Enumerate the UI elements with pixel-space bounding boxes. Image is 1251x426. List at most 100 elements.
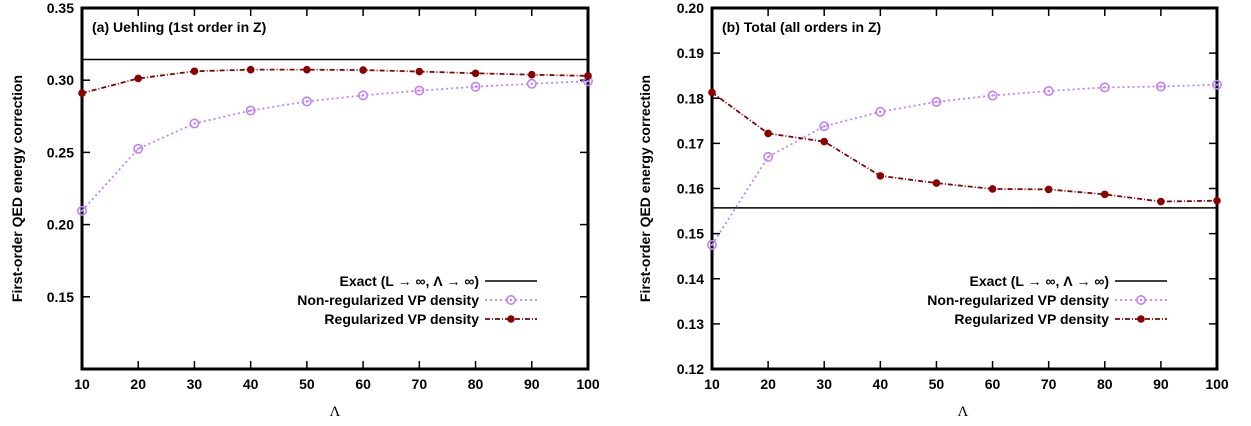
x-tick-label: 100 bbox=[1205, 376, 1229, 392]
x-tick-label: 40 bbox=[873, 376, 889, 392]
y-tick-label: 0.15 bbox=[677, 226, 704, 242]
nonregularized-point-center bbox=[1215, 83, 1219, 86]
x-tick-label: 70 bbox=[412, 376, 428, 392]
y-tick-label: 0.16 bbox=[677, 181, 704, 197]
panel-title: (b) Total (all orders in Z) bbox=[722, 19, 881, 35]
nonregularized-point-center bbox=[1103, 86, 1106, 89]
x-tick-label: 80 bbox=[468, 376, 484, 392]
legend-label-nonregularized: Non-regularized VP density bbox=[927, 292, 1109, 308]
nonregularized-point bbox=[763, 151, 774, 162]
nonregularized-point bbox=[245, 105, 256, 116]
nonregularized-point-center bbox=[935, 100, 938, 104]
nonregularized-point bbox=[1099, 82, 1110, 93]
nonregularized-point-center bbox=[193, 122, 196, 125]
regularized-point bbox=[584, 72, 592, 80]
nonregularized-point bbox=[77, 205, 88, 216]
y-tick-label: 0.20 bbox=[677, 0, 704, 16]
legend-label-exact: Exact (L → ∞, Λ → ∞) bbox=[339, 273, 479, 289]
regularized-point bbox=[303, 65, 311, 74]
regularized-series-line bbox=[711, 91, 1218, 203]
nonregularized-point bbox=[931, 96, 942, 107]
regularized-point bbox=[471, 69, 480, 78]
regularized-point bbox=[246, 65, 255, 74]
nonregularized-point bbox=[1155, 81, 1166, 92]
regularized-point bbox=[1157, 197, 1165, 206]
panel-title: (a) Uehling (1st order in Z) bbox=[92, 19, 266, 35]
x-tick-label: 60 bbox=[985, 376, 1001, 392]
y-tick-label: 0.18 bbox=[677, 90, 704, 106]
nonregularized-point-center bbox=[530, 82, 533, 86]
x-tick-label: 100 bbox=[576, 376, 600, 392]
legend-label-regularized: Regularized VP density bbox=[324, 311, 479, 327]
legend-label-exact: Exact (L → ∞, Λ → ∞) bbox=[969, 273, 1109, 289]
x-tick-label: 50 bbox=[929, 376, 945, 392]
legend-marker-regularized bbox=[507, 315, 515, 323]
nonregularized-point-center bbox=[137, 147, 140, 150]
nonregularized-point-center bbox=[586, 80, 590, 83]
nonregularized-point bbox=[875, 106, 886, 117]
regularized-point bbox=[134, 74, 143, 83]
nonregularized-point-center bbox=[80, 209, 84, 213]
nonregularized-point-center bbox=[991, 94, 994, 97]
nonregularized-point bbox=[1212, 79, 1223, 90]
regularized-point bbox=[932, 179, 941, 187]
nonregularized-point-center bbox=[766, 155, 770, 159]
x-tick-label: 50 bbox=[299, 376, 315, 392]
y-tick-label: 0.35 bbox=[47, 0, 74, 16]
regularized-point bbox=[527, 70, 536, 79]
nonregularized-point-center bbox=[474, 85, 477, 88]
regularized-point bbox=[190, 67, 199, 76]
regularized-point bbox=[78, 89, 86, 97]
regularized-point bbox=[876, 172, 885, 180]
x-tick-label: 90 bbox=[524, 376, 540, 392]
y-tick-label: 0.17 bbox=[677, 135, 704, 151]
nonregularized-point bbox=[414, 85, 425, 96]
nonregularized-point bbox=[526, 78, 537, 89]
x-tick-label: 90 bbox=[1153, 376, 1169, 392]
nonregularized-point-center bbox=[249, 109, 252, 112]
x-axis-title: Λ bbox=[958, 404, 969, 420]
legend-marker-nonregularized-center bbox=[1139, 298, 1143, 302]
nonregularized-point bbox=[133, 143, 144, 154]
x-tick-label: 70 bbox=[1041, 376, 1057, 392]
regularized-point bbox=[708, 88, 716, 97]
x-tick-label: 30 bbox=[816, 376, 832, 392]
chart-panel-a: 0.15 0.20 0.25 0.30 0.35 10 20 30 40 50 60 70 80 90 10… bbox=[9, 0, 600, 420]
x-tick-label: 30 bbox=[187, 376, 203, 392]
nonregularized-point bbox=[189, 118, 200, 129]
nonregularized-point bbox=[819, 121, 830, 132]
nonregularized-point-center bbox=[418, 89, 421, 92]
nonregularized-point-center bbox=[305, 100, 309, 103]
x-tick-label: 10 bbox=[74, 376, 90, 392]
regularized-series-line bbox=[81, 68, 589, 95]
regularized-point bbox=[359, 66, 367, 74]
regularized-point bbox=[988, 185, 997, 193]
regularized-point bbox=[415, 67, 424, 76]
regularized-point bbox=[820, 137, 829, 146]
nonregularized-point-center bbox=[710, 243, 714, 247]
nonregularized-point-center bbox=[879, 110, 882, 113]
y-tick-label: 0.15 bbox=[47, 289, 74, 305]
nonregularized-point-center bbox=[1159, 85, 1163, 88]
plot-frame bbox=[80, 6, 590, 371]
nonregularized-point bbox=[301, 96, 312, 107]
x-axis-title: Λ bbox=[330, 404, 341, 420]
x-tick-label: 20 bbox=[130, 376, 146, 392]
regularized-point bbox=[1044, 185, 1053, 194]
chart-panel-b: 0.12 0.13 0.14 0.15 0.16 0.17 0.18 0.19 0.20 10 20… bbox=[637, 0, 1229, 420]
x-tick-label: 40 bbox=[243, 376, 259, 392]
legend-label-regularized: Regularized VP density bbox=[954, 311, 1109, 327]
y-tick-label: 0.14 bbox=[677, 271, 704, 287]
x-tick-label: 20 bbox=[760, 376, 776, 392]
nonregularized-series-line bbox=[711, 83, 1218, 246]
nonregularized-point bbox=[1043, 86, 1054, 97]
regularized-point bbox=[1100, 190, 1109, 199]
nonregularized-point-center bbox=[361, 94, 365, 97]
nonregularized-point-center bbox=[1047, 89, 1050, 93]
x-tick-label: 10 bbox=[704, 376, 720, 392]
y-tick-label: 0.30 bbox=[47, 72, 74, 88]
legend-label-nonregularized: Non-regularized VP density bbox=[297, 292, 479, 308]
legend-marker-nonregularized-center bbox=[509, 298, 513, 302]
legend-marker-regularized bbox=[1137, 315, 1145, 323]
y-tick-label: 0.20 bbox=[47, 217, 74, 233]
